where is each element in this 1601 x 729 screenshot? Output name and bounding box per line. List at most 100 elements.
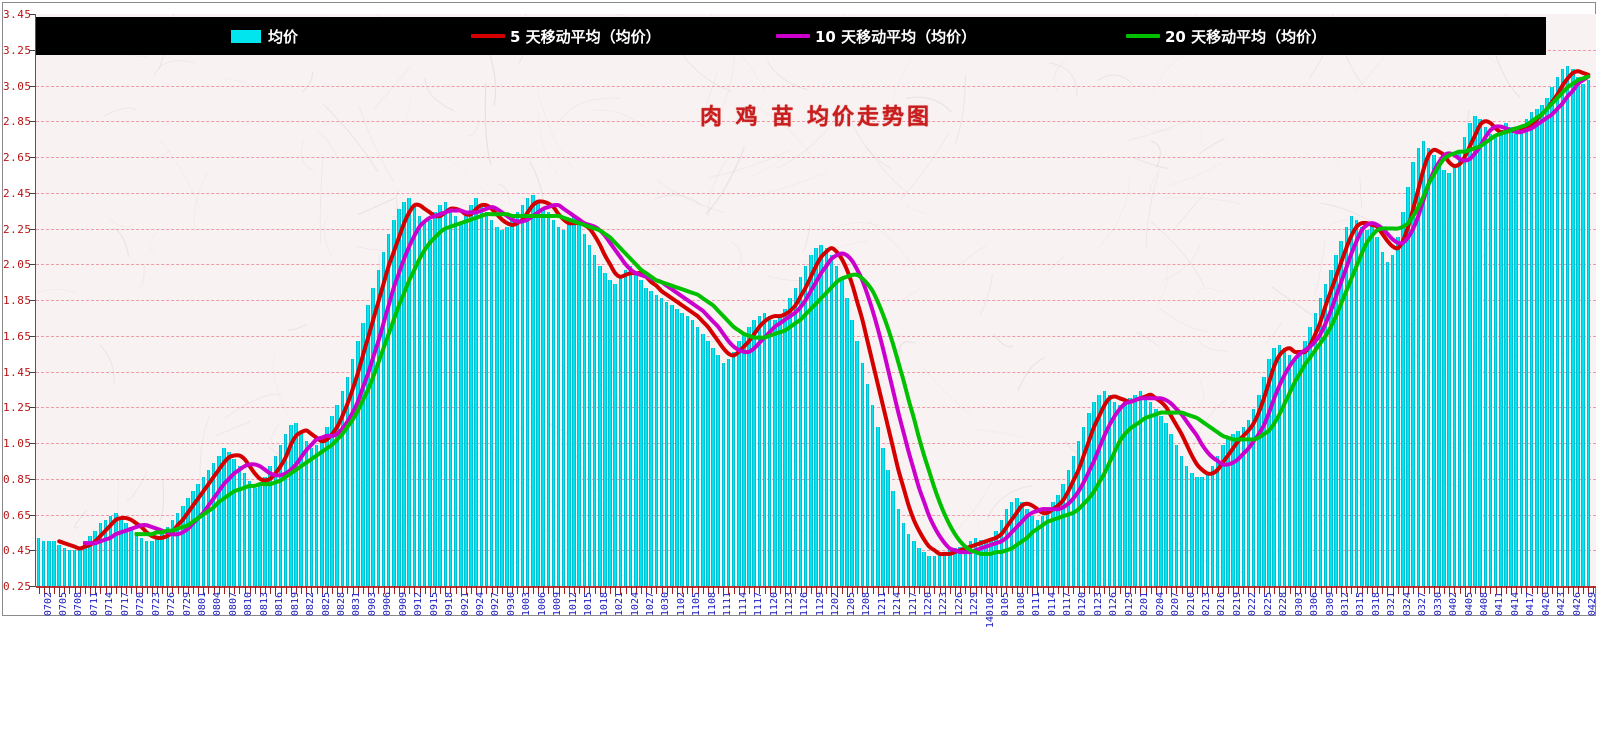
legend-swatch-line-icon (471, 34, 505, 38)
bar (170, 519, 175, 586)
x-axis-tick-mark (1119, 586, 1121, 594)
bar (1390, 255, 1395, 586)
bar (927, 555, 932, 586)
bar (870, 405, 875, 586)
bar (1236, 430, 1240, 586)
x-axis-tick-mark (409, 586, 411, 594)
x-axis-tick-label: 0807 (227, 592, 239, 617)
bar (1154, 409, 1158, 586)
bar (1179, 455, 1184, 586)
bar (824, 248, 829, 586)
x-axis-tick-label: 0327 (1417, 592, 1429, 617)
x-axis-tick-mark (1464, 586, 1466, 594)
x-axis-tick-label: 0822 (305, 592, 317, 617)
x-axis-tick-mark (584, 586, 586, 594)
x-axis-tick-mark (918, 586, 920, 594)
x-axis-tick-mark (522, 586, 524, 594)
bar (1509, 126, 1513, 586)
x-axis-tick-mark (1402, 586, 1404, 594)
bar (994, 530, 998, 586)
bar (1334, 255, 1338, 586)
x-axis-tick-mark (1315, 586, 1317, 594)
x-axis-tick-mark (120, 586, 122, 594)
x-axis-tick-mark (697, 586, 699, 594)
y-axis-tick-mark (30, 121, 36, 123)
bar (1246, 419, 1251, 586)
x-axis-tick-mark (512, 586, 514, 594)
legend-item-1[interactable]: 均价 (231, 26, 298, 47)
legend-item-4[interactable]: 20 天移动平均（均价） (1126, 26, 1326, 47)
bar (1529, 112, 1534, 586)
x-axis-tick-mark (43, 586, 45, 594)
y-axis-tick-mark (30, 49, 36, 51)
bar (139, 537, 144, 586)
y-axis-tick-mark (30, 478, 36, 480)
x-axis-tick-mark (275, 586, 277, 594)
x-axis-tick-mark (203, 586, 205, 594)
x-axis-tick-mark (1274, 586, 1276, 594)
x-axis-tick-label: 0723 (150, 592, 162, 617)
x-axis-tick-mark (620, 586, 622, 594)
x-axis-tick-mark (1016, 586, 1018, 594)
x-axis-tick-mark (229, 586, 231, 594)
bar (201, 476, 206, 586)
y-axis-tick-mark (30, 335, 36, 337)
x-axis-tick-mark (960, 586, 962, 594)
x-axis-tick-label: 0225 (1262, 592, 1274, 617)
x-axis-tick-mark (1212, 586, 1214, 594)
x-axis-tick-mark (1171, 586, 1173, 594)
gridline (36, 121, 1596, 123)
bar (1493, 137, 1498, 586)
x-axis-tick-mark (244, 586, 246, 594)
bar (881, 448, 885, 586)
bar (361, 323, 365, 586)
x-axis-tick-mark (898, 586, 900, 594)
bar (1277, 344, 1282, 586)
x-axis-tick-label: 0123 (1092, 592, 1104, 617)
legend-item-2[interactable]: 5 天移动平均（均价） (471, 26, 661, 47)
x-axis-tick-mark (826, 586, 828, 594)
legend-item-label: 5 天移动平均（均价） (510, 27, 661, 46)
x-axis-tick-mark (1011, 586, 1013, 594)
bar (582, 233, 587, 586)
bar (953, 548, 957, 586)
bar (767, 316, 772, 586)
y-axis-tick-mark (30, 514, 36, 516)
x-axis-tick-label: 0426 (1571, 592, 1583, 617)
bar (72, 550, 77, 586)
x-axis-tick-mark (1135, 586, 1137, 594)
x-axis-tick-mark (882, 586, 884, 594)
x-axis-tick-mark (934, 586, 936, 594)
x-axis-tick-label: 0903 (366, 592, 378, 617)
x-axis-tick-mark (105, 586, 107, 594)
x-axis-tick-label: 0810 (243, 592, 255, 617)
x-axis-tick-mark (1217, 586, 1219, 594)
x-axis-tick-label: 1205 (845, 592, 857, 617)
bar (731, 351, 736, 586)
x-axis-tick-mark (296, 586, 297, 594)
bar (942, 552, 947, 586)
x-axis-tick-label: 0912 (413, 592, 425, 617)
x-axis-tick-mark (90, 586, 92, 594)
x-axis-tick-mark (182, 586, 184, 594)
x-axis-tick-mark (507, 586, 509, 594)
x-axis-tick-label: 0309 (1324, 592, 1336, 617)
x-axis-tick-mark (383, 586, 385, 594)
x-axis-tick-mark (321, 586, 323, 594)
bar (196, 484, 200, 586)
bar (433, 212, 437, 586)
bar (206, 469, 211, 586)
bar (340, 391, 345, 586)
y-axis-tick-mark (30, 85, 36, 87)
x-axis-tick-mark (259, 586, 261, 594)
x-axis-tick-mark (610, 586, 612, 594)
bar (798, 276, 803, 586)
bar (1514, 133, 1518, 586)
legend-item-3[interactable]: 10 天移动平均（均价） (776, 26, 976, 47)
bar (52, 541, 56, 586)
bar (695, 326, 700, 586)
y-axis-tick-mark (30, 550, 36, 552)
x-axis-tick-mark (1562, 586, 1564, 594)
bar (62, 548, 67, 586)
bar (659, 298, 664, 586)
